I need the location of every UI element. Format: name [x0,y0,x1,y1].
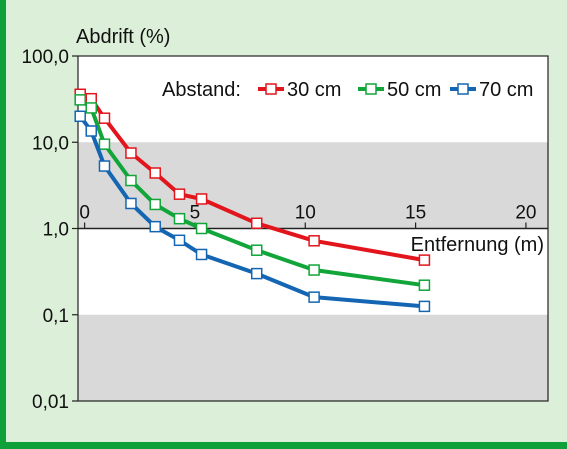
x-tick-label: 5 [190,203,201,224]
grey-band-0 [78,314,548,401]
grey-band-1 [78,142,548,229]
x-axis-label: Entfernung (m) [411,234,544,256]
y-tick-label: 0,1 [43,306,69,327]
data-point [418,254,431,266]
legend-title: Abstand: [162,79,241,101]
data-point [125,197,137,210]
data-point [85,125,97,137]
legend-marker [365,83,377,95]
legend-label: 30 cm [287,79,341,101]
data-point [308,235,320,247]
legend-marker [265,83,277,95]
data-point [98,138,111,150]
data-point [418,279,431,291]
x-tick-label: 15 [405,203,426,224]
data-point [250,217,263,230]
data-point [74,110,86,123]
data-point [149,220,161,233]
data-point [149,198,161,211]
series-1 [74,94,431,291]
data-point [195,193,208,205]
legend-label: 50 cm [387,79,441,101]
y-axis-label: Abdrift (%) [76,26,170,48]
series-0 [74,88,431,266]
data-point [149,167,161,179]
legend: Abstand: 30 cm 50 cm 70 cm [162,79,533,101]
series-line [79,98,425,288]
data-point [308,264,320,276]
x-tick-label: 0 [79,203,90,224]
data-point [125,147,137,159]
data-point [195,222,208,235]
data-point [308,291,320,303]
data-point [173,234,186,247]
x-tick-label: 20 [515,203,536,224]
legend-label: 70 cm [479,79,533,101]
data-point [250,244,263,256]
series-2 [74,110,431,313]
series-line [79,92,425,263]
data-point [173,212,186,225]
data-point [195,248,208,261]
data-point [85,102,97,114]
data-point [125,174,137,187]
x-tick-label: 10 [295,203,316,224]
data-point [74,94,86,106]
y-tick-label: 1,0 [43,220,69,241]
series-line [78,115,425,309]
data-point [418,300,431,313]
legend-marker [457,83,469,95]
data-point [98,160,111,172]
data-point [250,267,263,280]
y-tick-label: 10,0 [32,133,69,154]
data-point [98,112,111,124]
y-tick-label: 0,01 [32,392,69,413]
y-tick-label: 100,0 [21,47,69,68]
data-point [173,188,186,200]
